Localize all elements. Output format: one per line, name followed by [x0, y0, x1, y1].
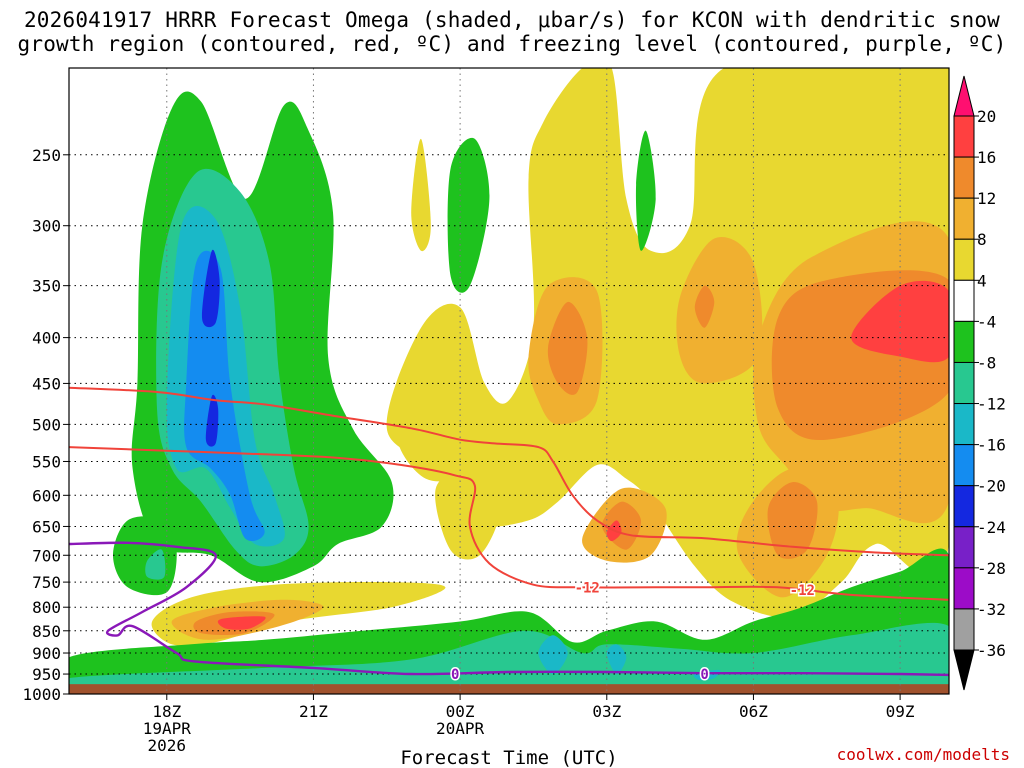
- omega-region-18: [547, 301, 588, 395]
- colorbar-label-11: -28: [977, 559, 1006, 578]
- colorbar-label-13: -36: [977, 641, 1006, 660]
- y-tick-label-450: 450: [32, 374, 61, 393]
- colorbar-legend: 20 16 12 8 4 -4 -8 -12 -16 -20 -24 -28 -32 -36: [953, 75, 1006, 691]
- grid-lines: [69, 68, 949, 695]
- freezing-label-0: 0: [451, 667, 459, 683]
- omega-region-29: [635, 130, 656, 251]
- freezing-level-contour-0: [69, 541, 949, 677]
- y-axis: 250 300 350 400 450 500 550 600 650 700 750 800 850 9…: [22, 146, 69, 704]
- colorbar-label-4: 4: [977, 271, 987, 290]
- omega-region-11: [217, 616, 266, 630]
- x-tick-label-4-0: 21Z: [299, 702, 328, 721]
- colorbar-bin-8: [953, 444, 975, 487]
- y-tick-label-600: 600: [32, 486, 61, 505]
- omega-region-33: [606, 644, 627, 675]
- colorbar-label-5: -4: [977, 312, 996, 331]
- colorbar-bin-12: [953, 608, 975, 651]
- x-axis-label: Forecast Time (UTC): [400, 747, 617, 768]
- omega-region-5: [205, 394, 219, 447]
- y-tick-label-500: 500: [32, 415, 61, 434]
- omega-region-25: [396, 374, 479, 482]
- colorbar-label-2: 12: [977, 189, 996, 208]
- x-tick-label-16-0: 09Z: [886, 702, 915, 721]
- colorbar-top-arrow: [953, 75, 975, 117]
- dgz-contour-1: [69, 446, 949, 601]
- y-tick-label-1000: 1000: [22, 685, 61, 704]
- dgz-label-0: -12: [575, 580, 600, 596]
- y-tick-label-550: 550: [32, 452, 61, 471]
- colorbar-bin-11: [953, 567, 975, 610]
- y-tick-label-700: 700: [32, 546, 61, 565]
- colorbar-label-7: -12: [977, 395, 1006, 414]
- dgz-label-1: -12: [790, 583, 815, 599]
- omega-region-4: [201, 249, 220, 328]
- colorbar-bin-9: [953, 485, 975, 528]
- colorbar-label-12: -32: [977, 600, 1006, 619]
- chart-title-line-2: growth region (contoured, red, ºC) and f…: [17, 32, 1007, 56]
- omega-region-27: [411, 138, 431, 252]
- colorbar-label-1: 16: [977, 148, 996, 167]
- omega-region-28: [447, 137, 490, 293]
- colorbar-label-0: 20: [977, 107, 996, 126]
- dgz-contour-0: [69, 386, 949, 557]
- ground-layer: [69, 684, 949, 694]
- omega-region-14: [676, 236, 763, 384]
- colorbar-bin-1: [953, 156, 975, 199]
- x-tick-label-1-0: 18Z: [152, 702, 181, 721]
- freezing-label-1: 0: [700, 667, 708, 683]
- ground-strip: [69, 684, 949, 694]
- x-tick-label-1-2: 2026: [148, 736, 187, 755]
- omega-shading: [69, 68, 949, 694]
- colorbar-bin-6: [953, 361, 975, 405]
- omega-region-22: [694, 285, 715, 328]
- colorbar-bin-7: [953, 403, 975, 446]
- colorbar-label-9: -20: [977, 477, 1006, 496]
- plot-frame: [68, 67, 950, 695]
- y-tick-label-350: 350: [32, 277, 61, 296]
- colorbar-bin-2: [953, 197, 975, 240]
- colorbar-bottom-arrow: [953, 649, 975, 691]
- omega-region-20: [767, 482, 818, 559]
- colorbar-bin-10: [953, 526, 975, 569]
- y-tick-label-750: 750: [32, 573, 61, 592]
- contour-lines: -12 -12 0 0: [69, 386, 949, 685]
- colorbar-label-3: 8: [977, 230, 987, 249]
- omega-region-26: [435, 467, 500, 560]
- y-tick-label-400: 400: [32, 329, 61, 348]
- colorbar-label-10: -24: [977, 518, 1006, 537]
- y-tick-label-900: 900: [32, 644, 61, 663]
- omega-region-7: [145, 549, 166, 580]
- y-tick-label-800: 800: [32, 598, 61, 617]
- credit-text: coolwx.com/modelts: [836, 745, 1010, 764]
- colorbar-bin-4: [953, 279, 975, 322]
- colorbar-bin-0: [953, 115, 975, 158]
- y-tick-label-950: 950: [32, 665, 61, 684]
- omega-region-32: [538, 635, 568, 674]
- colorbar-bin-3: [953, 238, 975, 281]
- x-tick-label-7-0: 00Z: [446, 702, 475, 721]
- omega-region-31: [69, 622, 949, 694]
- colorbar-label-6: -8: [977, 353, 996, 372]
- x-tick-label-10-0: 03Z: [592, 702, 621, 721]
- y-tick-label-250: 250: [32, 146, 61, 165]
- colorbar-label-8: -16: [977, 436, 1006, 455]
- colorbar-bin-5: [953, 320, 975, 363]
- chart-title-line-1: 2026041917 HRRR Forecast Omega (shaded, …: [23, 8, 1001, 32]
- x-tick-label-13-0: 06Z: [739, 702, 768, 721]
- x-tick-label-7-1: 20APR: [436, 719, 485, 738]
- y-tick-label-650: 650: [32, 517, 61, 536]
- x-tick-label-1-1: 19APR: [143, 719, 192, 738]
- y-tick-label-300: 300: [32, 217, 61, 236]
- y-tick-label-850: 850: [32, 622, 61, 641]
